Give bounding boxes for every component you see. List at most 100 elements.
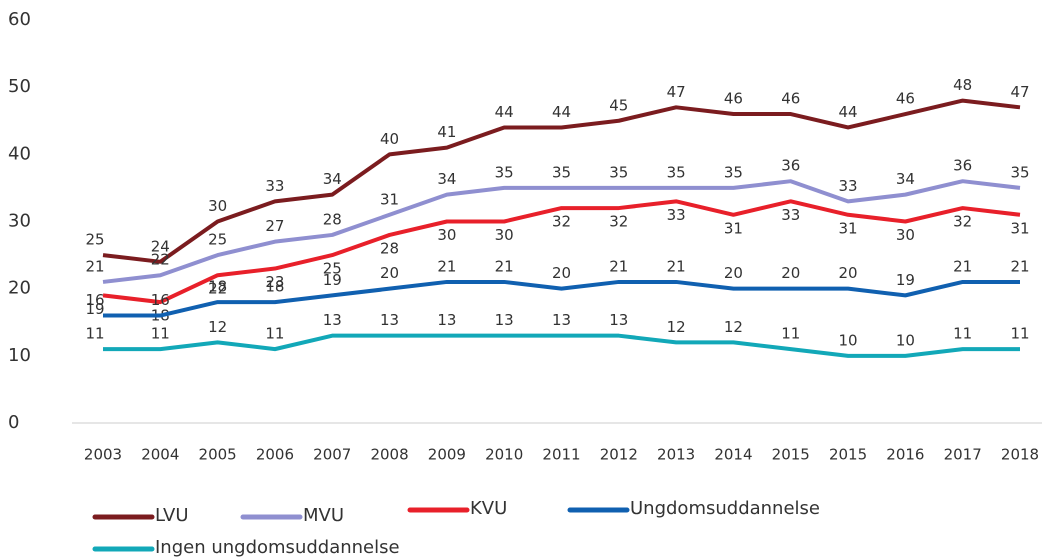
data-label: 36 <box>781 157 800 175</box>
data-label: 31 <box>1010 219 1029 237</box>
series-line <box>102 98 1021 264</box>
data-label: 45 <box>609 96 628 114</box>
data-label: 27 <box>265 217 284 235</box>
data-label: 21 <box>85 257 104 275</box>
x-tick-label: 2009 <box>428 446 466 464</box>
x-tick-label: 2017 <box>944 446 982 464</box>
data-label: 30 <box>208 197 227 215</box>
data-label: 41 <box>437 123 456 141</box>
data-label: 12 <box>208 318 227 336</box>
data-label: 31 <box>724 219 743 237</box>
data-label: 28 <box>323 210 342 228</box>
data-label: 11 <box>781 325 800 343</box>
y-tick-label: 10 <box>8 345 31 366</box>
x-tick-label: 2013 <box>657 446 695 464</box>
series-line <box>103 279 1020 318</box>
data-label: 40 <box>380 130 399 148</box>
data-label: 25 <box>323 260 342 278</box>
x-tick-label: 2006 <box>256 446 294 464</box>
data-label: 30 <box>495 226 514 244</box>
y-tick-label: 60 <box>8 9 31 30</box>
legend-label: KVU <box>470 498 507 519</box>
data-label: 31 <box>839 219 858 237</box>
x-tick-label: 2010 <box>485 446 523 464</box>
data-label: 28 <box>380 239 399 257</box>
x-tick-label: 2014 <box>714 446 752 464</box>
data-label: 36 <box>953 157 972 175</box>
x-tick-label: 2018 <box>1001 446 1039 464</box>
data-label: 35 <box>495 163 514 181</box>
x-tick-label: 2004 <box>141 446 179 464</box>
data-label: 44 <box>495 103 514 121</box>
data-label: 34 <box>437 170 456 188</box>
x-tick-label: 2008 <box>370 446 408 464</box>
x-tick-label: 2003 <box>84 446 122 464</box>
data-label: 30 <box>437 226 456 244</box>
data-label: 16 <box>85 291 104 309</box>
x-tick-label: 2016 <box>886 446 924 464</box>
series-line <box>103 333 1020 358</box>
data-label: 47 <box>1010 83 1029 101</box>
data-label: 33 <box>781 206 800 224</box>
data-label: 25 <box>85 231 104 249</box>
data-label: 20 <box>724 264 743 282</box>
data-label: 34 <box>323 170 342 188</box>
data-label: 12 <box>667 318 686 336</box>
data-label: 44 <box>552 103 571 121</box>
data-label: 20 <box>781 264 800 282</box>
data-label: 21 <box>609 257 628 275</box>
series-line <box>102 199 1021 305</box>
data-label: 11 <box>265 325 284 343</box>
data-label: 46 <box>896 90 915 108</box>
data-label: 22 <box>151 251 170 269</box>
data-label: 22 <box>208 280 227 298</box>
data-label: 21 <box>437 257 456 275</box>
data-label: 13 <box>609 311 628 329</box>
data-label: 33 <box>667 206 686 224</box>
data-label: 35 <box>552 163 571 181</box>
data-label: 20 <box>839 264 858 282</box>
data-label: 20 <box>380 264 399 282</box>
y-tick-label: 0 <box>8 412 19 433</box>
legend-label: Ungdomsuddannelse <box>630 498 820 519</box>
data-label: 11 <box>953 325 972 343</box>
x-tick-label: 2012 <box>600 446 638 464</box>
data-label: 18 <box>208 278 227 296</box>
data-label: 32 <box>609 213 628 231</box>
data-label: 11 <box>1010 325 1029 343</box>
data-label: 13 <box>437 311 456 329</box>
data-label: 25 <box>208 231 227 249</box>
data-label: 35 <box>724 163 743 181</box>
data-label: 32 <box>953 213 972 231</box>
x-tick-label: 2005 <box>199 446 237 464</box>
data-label: 23 <box>265 273 284 291</box>
y-tick-label: 30 <box>8 211 31 232</box>
data-label: 21 <box>953 257 972 275</box>
data-label: 20 <box>552 264 571 282</box>
x-tick-label: 2007 <box>313 446 351 464</box>
data-label: 32 <box>552 213 571 231</box>
data-label: 13 <box>380 311 399 329</box>
y-tick-label: 20 <box>8 278 31 299</box>
data-label: 16 <box>151 291 170 309</box>
data-label: 31 <box>380 190 399 208</box>
data-label: 34 <box>896 170 915 188</box>
legend-label: LVU <box>155 505 189 526</box>
data-label: 47 <box>667 83 686 101</box>
data-label: 19 <box>896 271 915 289</box>
data-label: 10 <box>839 331 858 349</box>
data-label: 35 <box>1010 163 1029 181</box>
data-label: 10 <box>896 331 915 349</box>
data-label: 48 <box>953 76 972 94</box>
x-tick-label: 2015 <box>829 446 867 464</box>
y-tick-label: 40 <box>8 143 31 164</box>
data-label: 13 <box>495 311 514 329</box>
data-label: 19 <box>323 271 342 289</box>
legend-label: Ingen ungdomsuddannelse <box>155 537 400 558</box>
data-label: 35 <box>609 163 628 181</box>
data-label: 13 <box>552 311 571 329</box>
data-label: 21 <box>1010 257 1029 275</box>
data-label: 21 <box>495 257 514 275</box>
data-label: 44 <box>839 103 858 121</box>
